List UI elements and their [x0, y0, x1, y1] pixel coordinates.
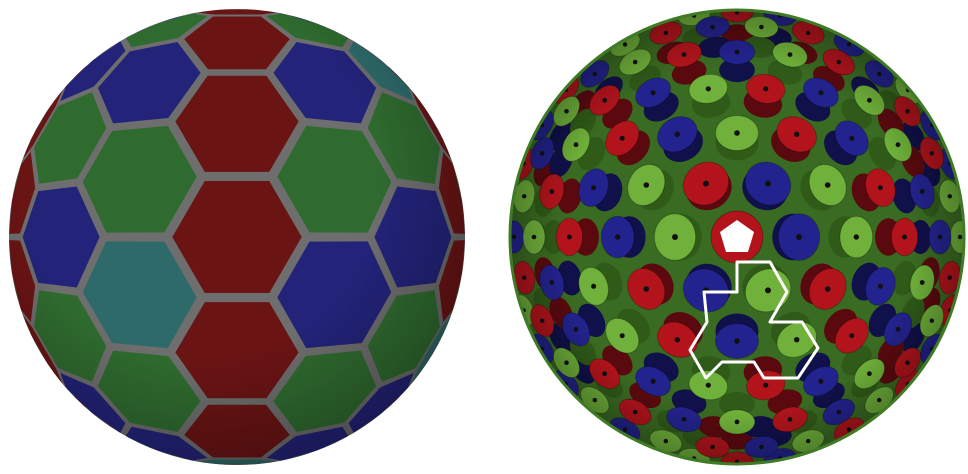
right-sphere-rim: [508, 8, 966, 466]
cluster-outline: [688, 260, 820, 380]
right-sphere: [508, 8, 966, 466]
left-sphere: [9, 9, 465, 465]
left-sphere-shading: [9, 9, 465, 465]
center-pentagon-marker: [720, 220, 754, 252]
